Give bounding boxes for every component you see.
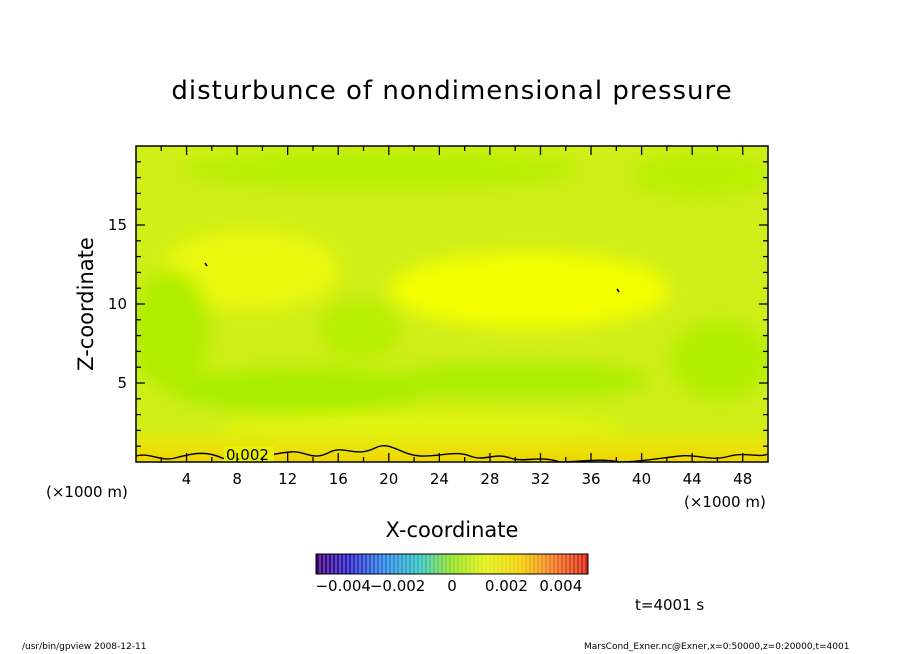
x-tick-label: 24 [430,470,449,488]
y-tick-label: 15 [108,216,127,234]
x-units-left: (×1000 m) [46,483,128,501]
heatmap-low-region [136,270,210,390]
colorbar-tick-label: 0.002 [485,577,528,595]
heatmap-low-region [320,300,400,360]
heatmap-low-region [670,320,768,400]
chart-title: disturbunce of nondimensional pressure [171,76,733,106]
x-axis-label: X-coordinate [386,518,519,542]
x-tick-label: 40 [632,470,651,488]
colorbar-tick-label: −0.004 [315,577,371,595]
y-tick-label: 5 [117,374,127,392]
axis-ticks [136,146,768,462]
colorbar-stripes [319,554,585,574]
colorbar-gradient [316,554,588,574]
heatmap-high-region [390,252,670,328]
colorbar-tick-label: 0 [447,577,457,595]
heatmap-low-region [180,152,580,188]
x-tick-label: 16 [329,470,348,488]
time-label: t=4001 s [635,596,704,614]
x-tick-labels: 4 8 12 16 20 24 28 32 36 40 44 48 [182,470,752,488]
colorbar-tick-label: −0.002 [370,577,426,595]
x-tick-label: 48 [733,470,752,488]
x-tick-label: 8 [232,470,242,488]
x-tick-label: 44 [683,470,702,488]
heatmap-low-region [630,153,768,197]
x-tick-label: 12 [278,470,297,488]
y-tick-label: 10 [108,295,127,313]
heatmap-field [136,146,768,462]
footer-right: MarsCond_Exner.nc@Exner,x=0:50000,z=0:20… [584,642,850,652]
y-axis-label: Z-coordinate [74,237,98,371]
heatmap-low-region [390,362,650,398]
x-tick-label: 28 [480,470,499,488]
colorbar-tick-label: 0.004 [539,577,582,595]
colorbar-labels: −0.004−0.002 0 0.002 0.004 [315,577,582,595]
x-tick-label: 20 [379,470,398,488]
heatmap-high-region [160,230,340,310]
colorbar-frame [315,553,589,575]
x-tick-label: 32 [531,470,550,488]
x-units-right: (×1000 m) [684,493,766,511]
footer-left: /usr/bin/gpview 2008-12-11 [22,642,147,652]
y-tick-labels: 5 10 15 [108,216,127,392]
x-tick-label: 36 [581,470,600,488]
colorbar: −0.004−0.002 0 0.002 0.004 [315,553,589,595]
heatmap-low-region [170,368,430,412]
x-tick-label: 4 [182,470,192,488]
contour-dot [616,288,620,293]
contour-dot [204,262,208,267]
